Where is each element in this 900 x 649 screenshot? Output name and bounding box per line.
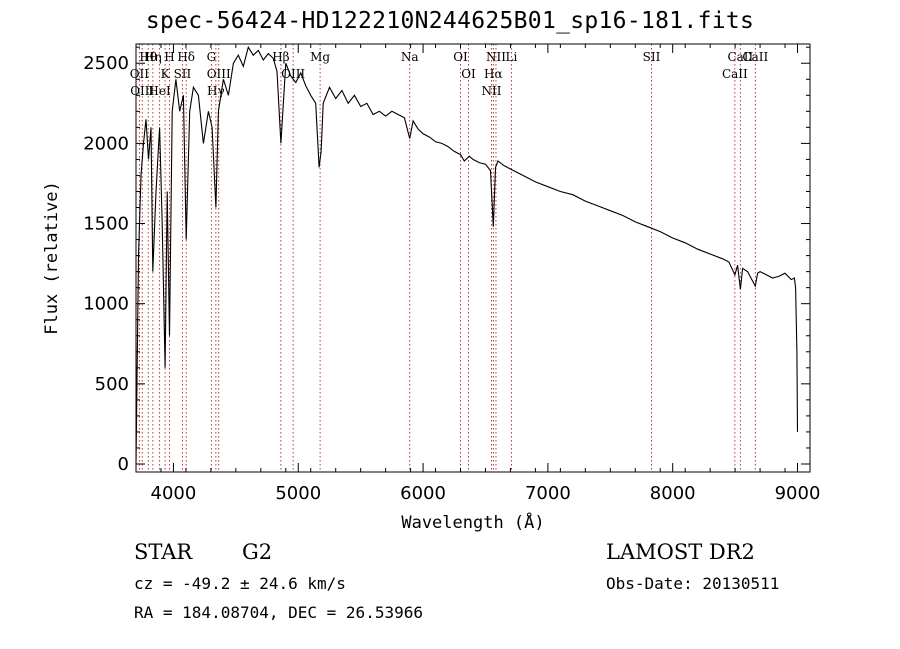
x-tick-label: 6000 <box>400 483 446 504</box>
object-class: STAR <box>134 540 193 564</box>
line-marker-label: SII <box>643 50 661 64</box>
x-axis-ticks: 4000 5000 6000 7000 8000 9000 <box>135 44 821 504</box>
spectral-subclass: G2 <box>242 540 273 564</box>
spectrum-line <box>135 45 799 465</box>
line-marker-label: OII <box>130 67 150 81</box>
line-marker-label: Hγ <box>207 84 225 98</box>
line-marker-label: Hδ <box>177 50 195 64</box>
y-tick-label: 500 <box>95 374 129 395</box>
line-marker-label: Hβ <box>272 50 289 64</box>
line-marker-label: Hθ <box>139 50 157 64</box>
line-marker-label: NII <box>481 84 501 98</box>
x-tick-label: 7000 <box>525 483 571 504</box>
y-tick-label: 0 <box>118 454 129 475</box>
survey-name: LAMOST DR2 <box>606 540 755 564</box>
y-tick-label: 1500 <box>83 214 129 235</box>
line-marker-label: G <box>207 50 217 64</box>
redshift-velocity: cz = -49.2 ± 24.6 km/s <box>134 574 346 593</box>
y-tick-label: 1000 <box>83 294 129 315</box>
x-tick-label: 9000 <box>775 483 821 504</box>
line-marker-label: OIII <box>207 67 231 81</box>
line-marker-label: Na <box>401 50 419 64</box>
line-marker-label: Hα <box>484 67 503 81</box>
y-axis-ticks: 0 500 1000 1500 2000 2500 <box>83 46 810 475</box>
line-marker-label: SII <box>174 67 192 81</box>
sky-coordinates: RA = 184.08704, DEC = 26.53966 <box>134 603 423 622</box>
line-marker-label: Mg <box>310 50 330 64</box>
line-marker-label: CaII <box>742 50 768 64</box>
line-marker-label: OI <box>453 50 468 64</box>
line-marker-label: Li <box>506 50 518 64</box>
y-tick-label: 2000 <box>83 133 129 154</box>
line-marker-label: CaII <box>727 50 753 64</box>
observation-date: Obs-Date: 20130511 <box>606 574 780 593</box>
line-marker-label: CaII <box>722 67 748 81</box>
y-tick-label: 2500 <box>83 53 129 74</box>
line-marker-label: NII <box>486 50 506 64</box>
line-markers <box>138 44 756 472</box>
x-axis-title: Wavelength (Å) <box>401 511 544 533</box>
x-tick-label: 4000 <box>151 483 197 504</box>
x-tick-label: 8000 <box>650 483 696 504</box>
line-marker-label: Hη <box>144 50 162 64</box>
line-marker-label: OIII <box>281 67 305 81</box>
plot-frame <box>135 43 811 473</box>
line-marker-label: OI <box>461 67 476 81</box>
x-tick-label: 5000 <box>275 483 321 504</box>
line-marker-label: HeI <box>148 84 171 98</box>
line-marker-label: K <box>161 67 171 81</box>
line-marker-label: H <box>164 50 174 64</box>
chart-title: spec-56424-HD122210N244625B01_sp16-181.f… <box>145 8 755 34</box>
y-axis-title: Flux (relative) <box>42 181 62 335</box>
